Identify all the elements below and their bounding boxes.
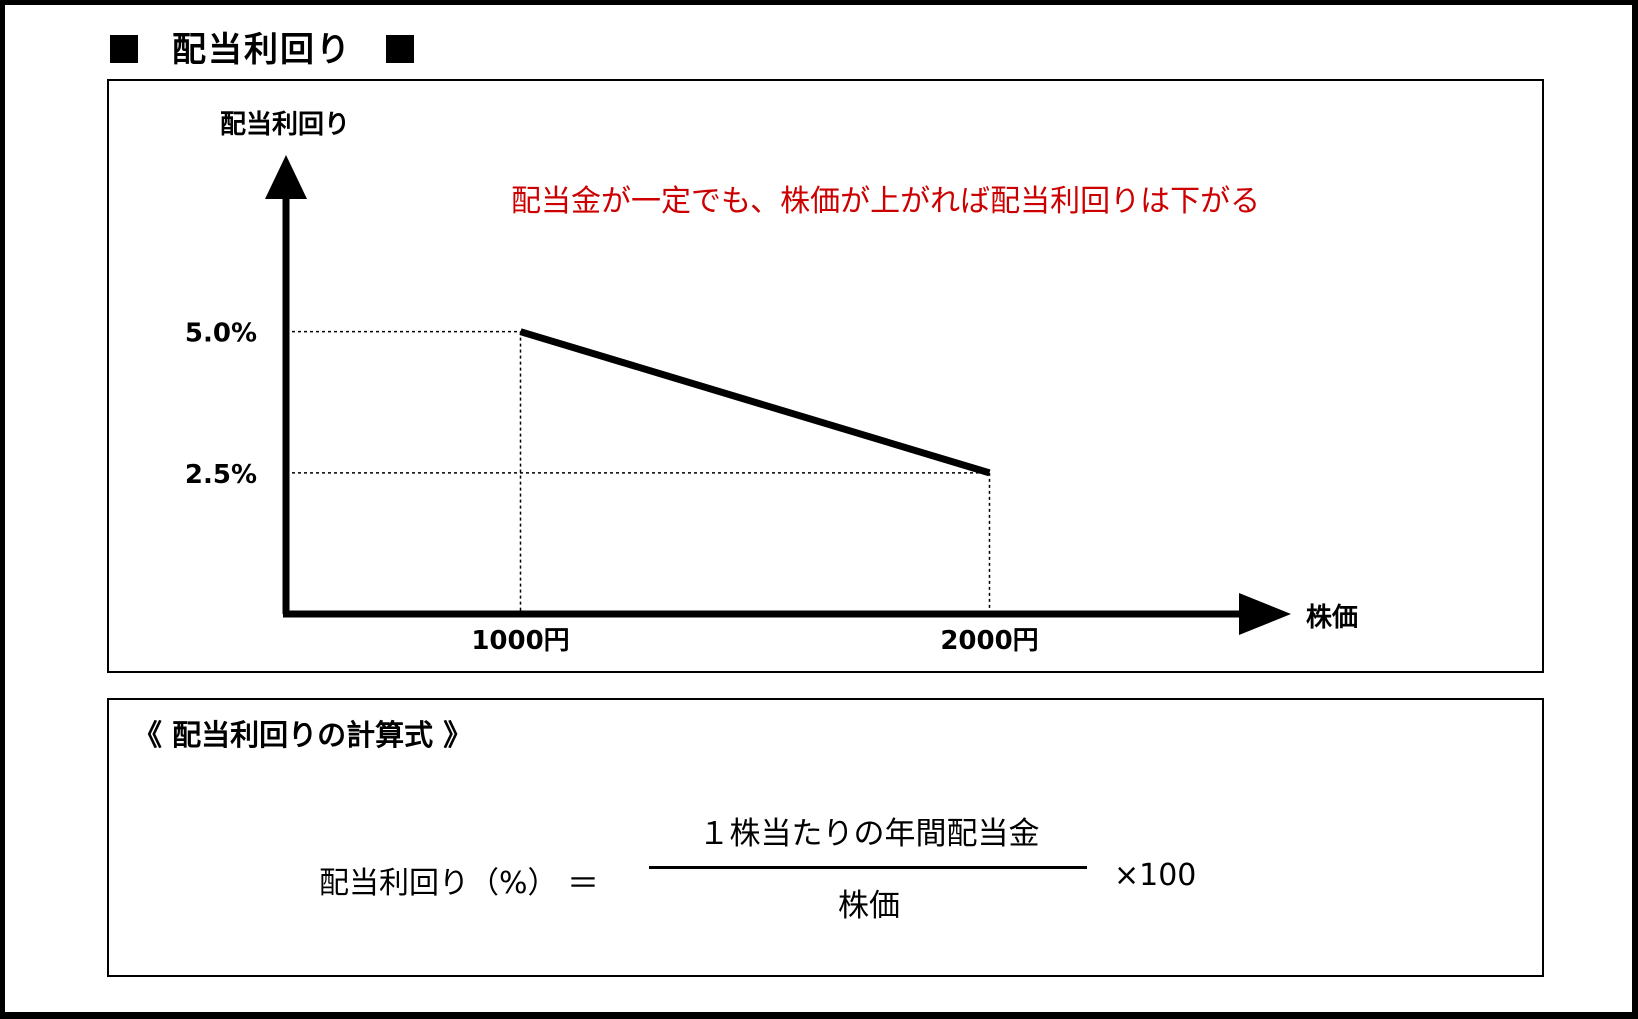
x-tick-label-1: 1000円: [471, 626, 569, 656]
page-title: 配当利回り: [110, 22, 414, 71]
formula-heading: 《 配当利回りの計算式 》: [133, 718, 473, 752]
y-tick-label-1: 5.0%: [185, 319, 257, 349]
square-bullet-icon: [110, 35, 138, 63]
formula-panel: 《 配当利回りの計算式 》 配当利回り（%） ＝ １株当たりの年間配当金 株価 …: [107, 698, 1544, 977]
formula-equals: ＝: [567, 864, 600, 902]
y-tick-label-2: 2.5%: [185, 460, 257, 490]
y-axis-title: 配当利回り: [220, 110, 350, 140]
chart-panel: 5.0% 2.5% 1000円 2000円 配当利回り株価 配当金が一定でも、株価が上がれ…: [107, 79, 1544, 673]
formula-numerator: １株当たりの年間配当金: [698, 816, 1040, 852]
formula-denominator: 株価: [838, 888, 900, 924]
chart-annotation: 配当金が一定でも、株価が上がれば配当利回りは下がる: [511, 184, 1260, 219]
series-line: [519, 328, 991, 477]
fraction-bar: [649, 866, 1087, 869]
square-bullet-icon: [386, 35, 414, 63]
formula-lhs: 配当利回り（%）: [319, 866, 558, 901]
formula-multiplier: ×100: [1114, 858, 1197, 893]
x-tick-label-2: 2000円: [940, 626, 1038, 656]
x-axis-arrow-icon: [1239, 593, 1291, 635]
page-title-text: 配当利回り: [172, 30, 352, 70]
x-axis-title: 株価: [1306, 603, 1358, 633]
y-axis-arrow-icon: [265, 155, 307, 199]
